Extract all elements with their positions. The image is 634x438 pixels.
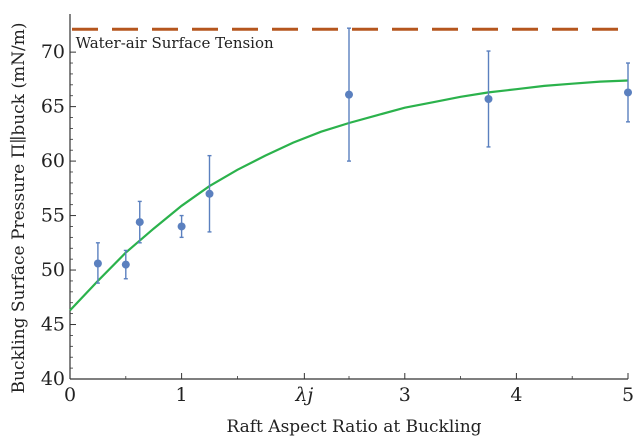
y-tick-label: 55 xyxy=(41,205,65,227)
data-point xyxy=(205,189,214,198)
annotation-text: Water-air Surface Tension xyxy=(76,34,274,52)
y-tick-label: 50 xyxy=(41,259,65,281)
x-tick-label: 4 xyxy=(510,384,522,406)
x-tick-label: 1 xyxy=(176,384,188,406)
y-tick-label: 40 xyxy=(41,368,65,390)
data-point xyxy=(135,218,144,227)
y-tick-label: 60 xyxy=(41,150,65,172)
data-point xyxy=(624,88,632,97)
x-axis-label: Raft Aspect Ratio at Buckling xyxy=(226,417,481,437)
y-tick-label: 70 xyxy=(41,41,65,63)
data-points-group xyxy=(93,27,632,284)
x-tick-label: λj xyxy=(294,384,313,406)
y-ticks: 40 45 50 55 60 65 70 xyxy=(41,41,76,390)
data-point xyxy=(93,259,102,268)
data-point xyxy=(177,222,186,231)
y-tick-label: 45 xyxy=(41,314,65,336)
data-point xyxy=(345,90,353,99)
x-ticks: 0 1 λj 3 4 5 xyxy=(64,373,634,406)
data-point xyxy=(484,94,493,103)
x-tick-label: 5 xyxy=(622,384,634,406)
y-axis-label: Buckling Surface Pressure Π∥buck (mN/m) xyxy=(9,23,29,394)
x-tick-label: 0 xyxy=(64,384,76,406)
y-tick-label: 65 xyxy=(41,96,65,118)
annotations-group: Water-air Surface Tension xyxy=(76,34,274,52)
x-tick-label: 3 xyxy=(399,384,411,406)
data-point xyxy=(121,260,130,269)
